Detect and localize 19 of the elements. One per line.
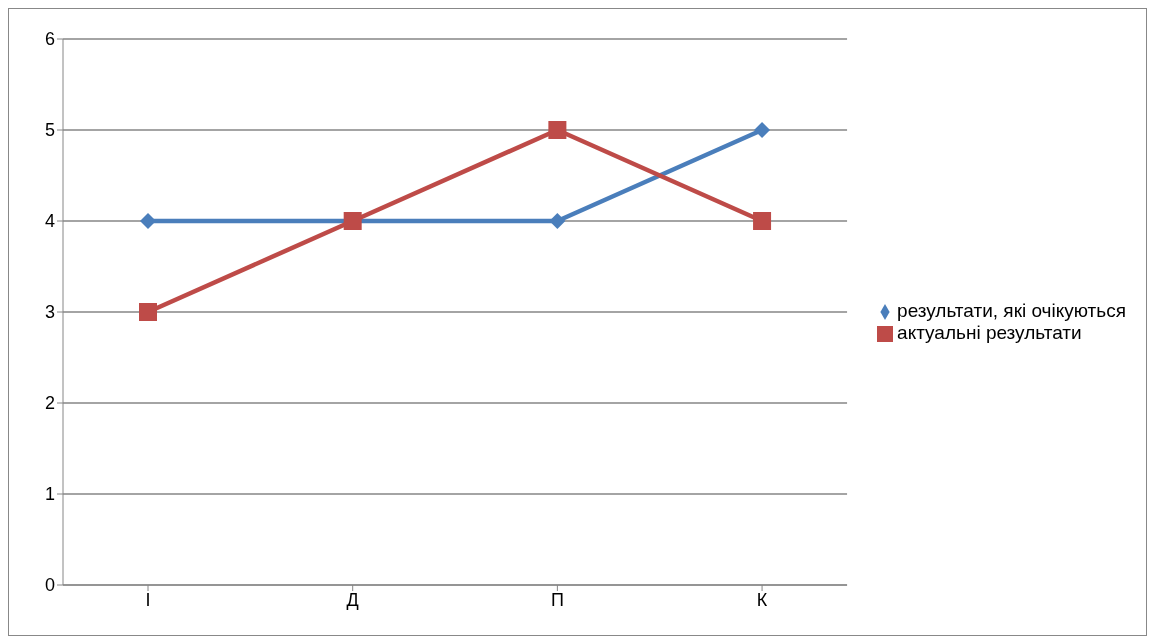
y-tick-label: 4 xyxy=(44,211,55,232)
point xyxy=(140,213,156,229)
legend-label: актуальні результати xyxy=(897,322,1082,343)
y-tick-label: 5 xyxy=(44,120,55,141)
x-tick-label: К xyxy=(756,589,768,610)
point xyxy=(548,121,567,139)
legend-label: результати, які очікуються xyxy=(897,300,1126,321)
y-tick-label: 0 xyxy=(44,575,55,596)
y-tick-label: 6 xyxy=(44,29,55,50)
point xyxy=(139,303,157,321)
y-tick-label: 3 xyxy=(44,302,55,323)
point xyxy=(549,213,566,229)
point xyxy=(754,122,771,138)
point xyxy=(753,212,772,230)
y-tick-label: 2 xyxy=(44,393,55,414)
x-tick-label: П xyxy=(550,589,564,610)
x-tick-label: І xyxy=(145,589,151,610)
x-tick-label: Д xyxy=(346,589,359,610)
y-tick-label: 1 xyxy=(44,484,55,505)
